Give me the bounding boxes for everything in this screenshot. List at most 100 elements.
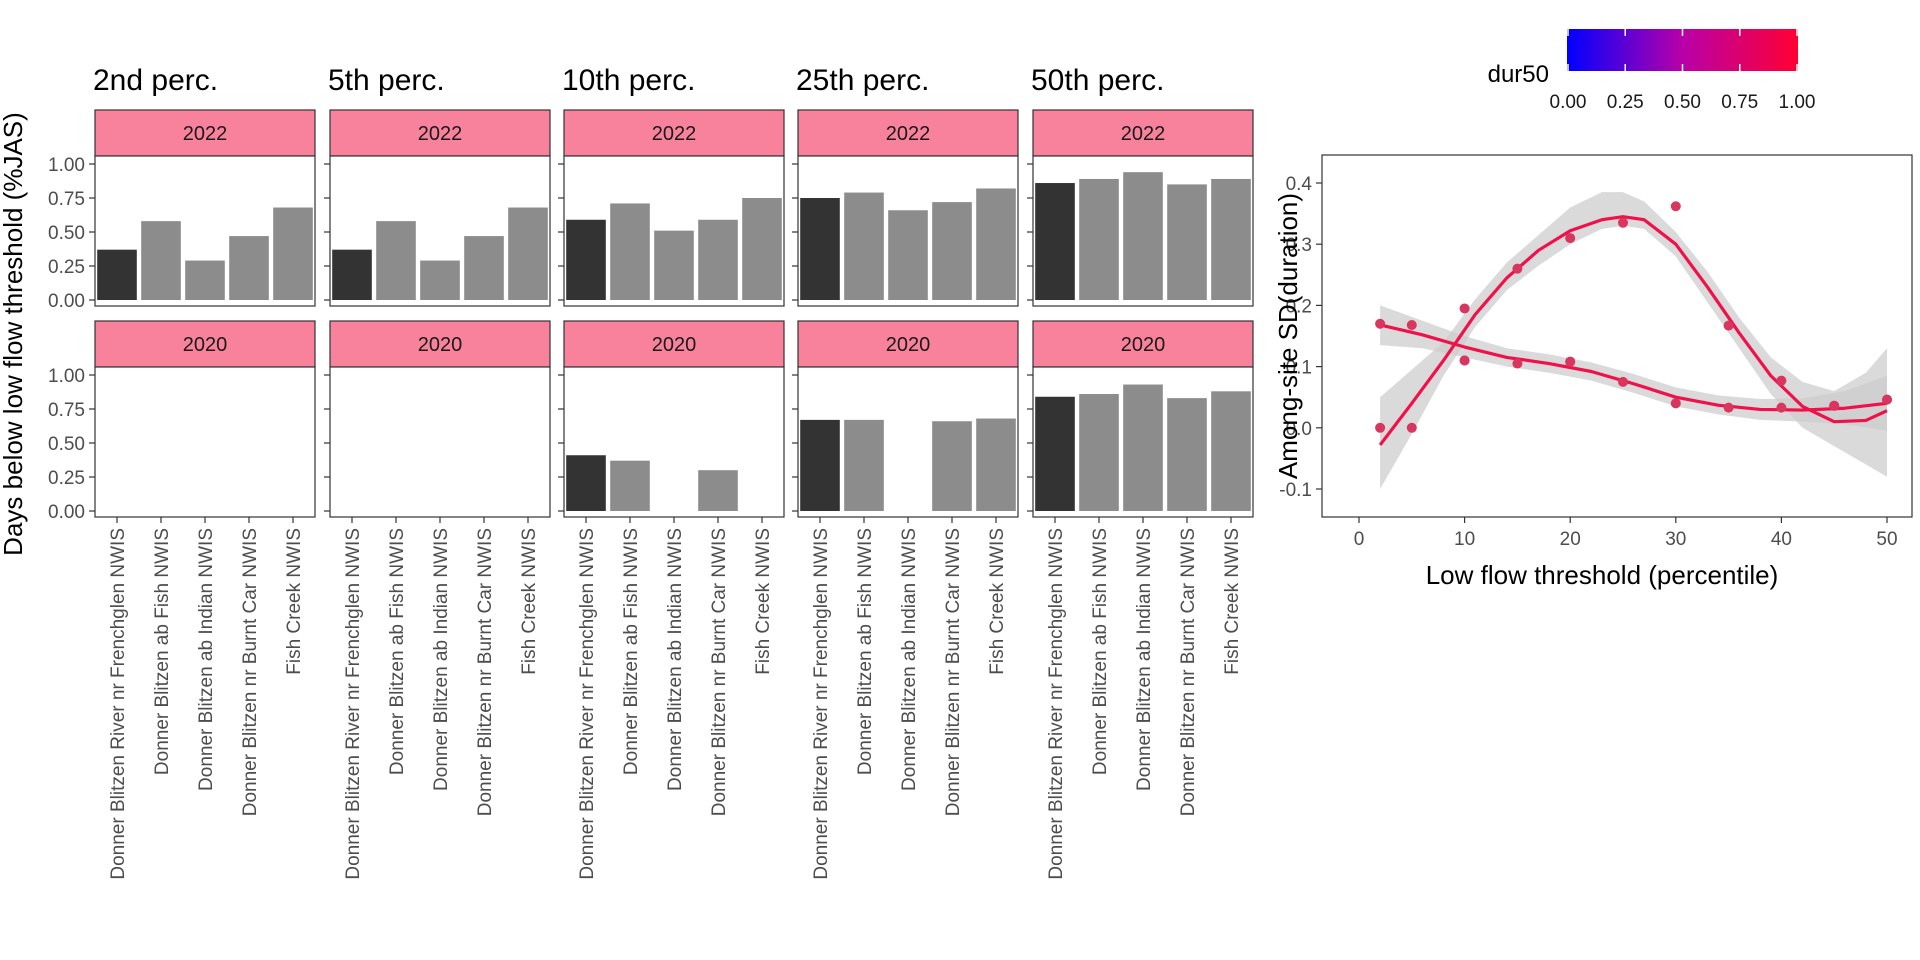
bar (508, 207, 548, 300)
x-tick-label: 10 (1454, 529, 1475, 550)
bar (1079, 178, 1119, 300)
y-tick-label: 0.2 (1286, 296, 1312, 317)
facet-strip-label: 2022 (1121, 123, 1166, 145)
facet-strip (1032, 109, 1254, 157)
bar (97, 249, 137, 300)
faceted-bar-chart: 2nd perc. 2022 1.00 0.75 0.50 0.25 0.00 2020 1.0… (0, 64, 1254, 880)
y-tick-label: 0.4 (1286, 174, 1313, 195)
legend-label: 0.00 (1550, 92, 1587, 113)
x-tick-label: Donner Blitzen River nr Frenchglen NWIS (577, 528, 598, 880)
x-tick-label: Donner Blitzen ab Indian NWIS (665, 528, 686, 791)
x-tick-label: Donner Blitzen River nr Frenchglen NWIS (1046, 528, 1067, 880)
y-axis-label: Days below low flow threshold (%JAS) (0, 112, 28, 556)
bar (273, 207, 313, 300)
data-point (1375, 422, 1386, 433)
facet-strip-label: 2022 (183, 123, 228, 145)
x-tick-label: Donner Blitzen River nr Frenchglen NWIS (108, 528, 129, 880)
bar (844, 192, 884, 300)
x-tick-label: Donner Blitzen River nr Frenchglen NWIS (343, 528, 364, 880)
facet-strip (563, 320, 785, 368)
y-tick-label: 0.3 (1286, 235, 1312, 256)
x-tick-label: Fish Creek NWIS (987, 528, 1008, 675)
data-point (1512, 263, 1523, 274)
y-tick-label: 0.00 (48, 502, 85, 523)
panel-frame (94, 366, 316, 518)
x-axis-label: Low flow threshold (percentile) (1426, 560, 1779, 590)
bar (464, 236, 504, 300)
data-point (1882, 394, 1892, 405)
bar (698, 219, 738, 300)
bar (1035, 396, 1075, 511)
data-point (1459, 355, 1470, 366)
bar (844, 419, 884, 511)
bar (1167, 184, 1207, 300)
panel-title: 50th perc. (1031, 64, 1164, 97)
x-tick-label: Donner Blitzen ab Fish NWIS (387, 528, 408, 775)
data-point (1406, 319, 1417, 330)
bar (976, 418, 1016, 511)
confidence-band (1380, 192, 1887, 489)
y-tick-label: 0.50 (48, 223, 85, 244)
y-tick-label: 1.00 (48, 155, 85, 176)
y-tick-label: 0.50 (48, 434, 85, 455)
bar (698, 470, 738, 511)
data-point (1565, 233, 1576, 244)
y-tick-label: 0.25 (48, 257, 85, 278)
y-tick-label: 0.25 (48, 468, 85, 489)
x-tick-label: Donner Blitzen ab Indian NWIS (899, 528, 920, 791)
facet-strip (797, 109, 1019, 157)
x-tick-label: Fish Creek NWIS (1222, 528, 1243, 675)
facet-strip-label: 2020 (183, 334, 228, 356)
data-point (1618, 376, 1628, 387)
bar (141, 221, 181, 300)
bar (654, 230, 694, 300)
bar (976, 188, 1016, 300)
bar (332, 249, 372, 300)
panel-title: 5th perc. (328, 64, 445, 97)
x-tick-label: Donner Blitzen nr Burnt Car NWIS (475, 528, 496, 816)
legend-label: 1.00 (1779, 92, 1816, 113)
data-point (1776, 402, 1787, 413)
bar (376, 221, 416, 300)
x-tick-label: Donner Blitzen River nr Frenchglen NWIS (811, 528, 832, 880)
facet-strip (94, 320, 316, 368)
bar (1211, 391, 1251, 511)
x-tick-label: Donner Blitzen ab Fish NWIS (621, 528, 642, 775)
bar (932, 421, 972, 511)
facet-strip-label: 2022 (418, 123, 463, 145)
facet-strip (797, 320, 1019, 368)
data-point (1512, 358, 1523, 369)
x-tick-label: Donner Blitzen ab Fish NWIS (855, 528, 876, 775)
data-point (1723, 320, 1734, 331)
panel-frame (329, 366, 551, 518)
y-tick-label: -0.1 (1279, 480, 1312, 501)
bar (229, 236, 269, 300)
bar (800, 419, 840, 511)
confidence-band (1380, 305, 1887, 431)
y-tick-label: 0.75 (48, 189, 85, 210)
bar (566, 219, 606, 300)
bar (1123, 384, 1163, 511)
data-point (1776, 375, 1787, 386)
data-point (1723, 402, 1734, 413)
bar (566, 455, 606, 511)
facet-strip-label: 2020 (886, 334, 931, 356)
legend-label: 0.25 (1607, 92, 1644, 113)
x-tick-label: Fish Creek NWIS (753, 528, 774, 675)
x-tick-label: Donner Blitzen ab Indian NWIS (196, 528, 217, 791)
facet-strip-label: 2022 (886, 123, 931, 145)
data-point (1670, 201, 1681, 212)
data-point (1829, 400, 1840, 411)
bar (1123, 172, 1163, 300)
legend-label: 0.75 (1721, 92, 1758, 113)
bar (610, 460, 650, 511)
x-tick-label: Fish Creek NWIS (519, 528, 540, 675)
facet-strip-label: 2020 (418, 334, 463, 356)
data-point (1459, 303, 1470, 314)
panel-title: 10th perc. (562, 64, 695, 97)
x-tick-label: Donner Blitzen nr Burnt Car NWIS (240, 528, 261, 816)
x-tick-label: 30 (1665, 529, 1686, 550)
data-point (1406, 422, 1417, 433)
bar (420, 260, 460, 300)
facet-strip (94, 109, 316, 157)
